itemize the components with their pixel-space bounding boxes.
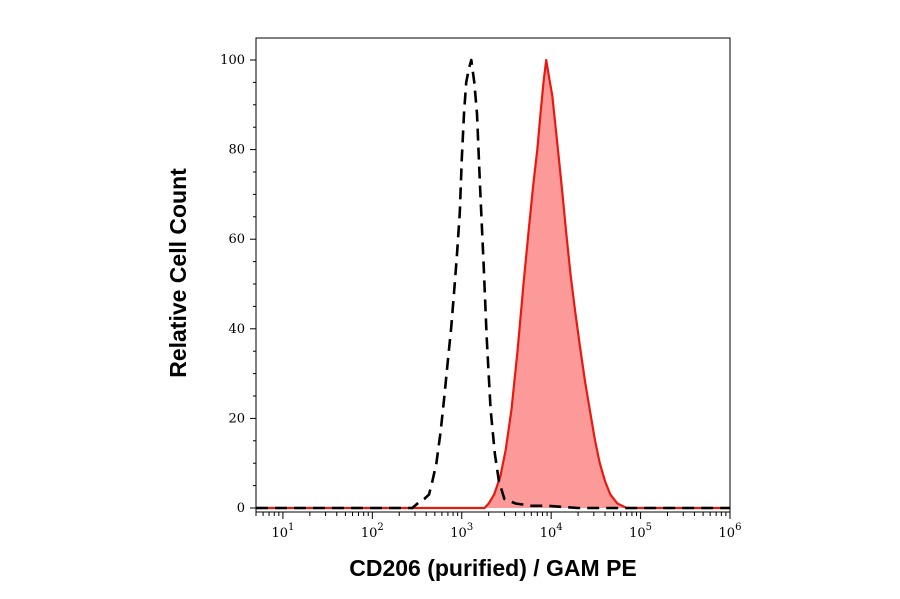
plot-frame — [255, 37, 731, 513]
y-axis: 0 20 40 60 80 100 — [220, 53, 256, 516]
series-0-line — [256, 58, 730, 510]
y-tick-label: 100 — [220, 53, 245, 68]
y-tick-label: 80 — [228, 143, 245, 158]
y-tick-label: 0 — [237, 501, 245, 516]
x-tick-label: 102 — [361, 522, 384, 541]
x-tick-label: 103 — [450, 522, 473, 541]
x-axis-title: CD206 (purified) / GAM PE — [349, 555, 637, 581]
y-tick-label: 40 — [228, 322, 245, 337]
x-tick-label: 105 — [629, 522, 652, 541]
series-1-line — [256, 58, 730, 510]
x-tick-label: 106 — [719, 522, 742, 541]
y-tick-label: 20 — [228, 411, 245, 426]
x-axis: 101 102 103 104 105 106 — [255, 512, 742, 541]
plot-area — [256, 58, 730, 510]
x-tick-label: 101 — [271, 522, 294, 541]
x-tick-label: 104 — [540, 522, 563, 541]
y-tick-label: 60 — [228, 232, 245, 247]
y-axis-title: Relative Cell Count — [165, 168, 191, 378]
